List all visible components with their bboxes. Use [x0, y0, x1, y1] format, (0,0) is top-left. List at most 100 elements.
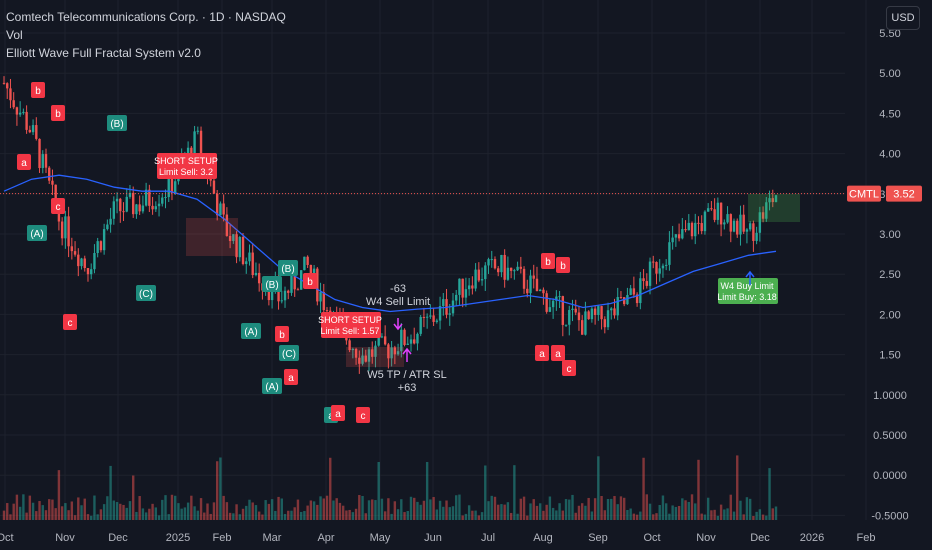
volume-bar	[555, 510, 558, 520]
volume-bar	[629, 508, 632, 520]
volume-bar	[173, 495, 177, 520]
candle-body	[44, 154, 48, 168]
wave-label-text: b	[279, 330, 285, 341]
volume-bar	[371, 499, 374, 520]
annotation-text: +63	[398, 382, 417, 394]
volume-bar	[316, 504, 319, 520]
volume-bar	[451, 506, 455, 520]
volume-bar	[132, 475, 135, 520]
candle-body	[690, 222, 694, 237]
candle-body	[371, 349, 374, 357]
currency-button[interactable]: USD	[886, 6, 920, 30]
candle-body	[752, 223, 755, 241]
candle-body	[629, 288, 632, 295]
volume-bar	[655, 513, 658, 520]
volume-bar	[416, 501, 419, 520]
volume-bar	[729, 494, 732, 520]
volume-bar	[445, 500, 448, 520]
candle-body	[57, 206, 61, 222]
volume-bar	[487, 501, 490, 520]
volume-bar	[177, 503, 180, 520]
candle-body	[106, 224, 109, 230]
volume-bar	[196, 510, 200, 520]
volume-bar	[345, 510, 348, 520]
volume-bar	[96, 514, 99, 520]
volume-bar	[671, 505, 674, 520]
candle-body	[432, 315, 435, 322]
candle-body	[716, 202, 720, 220]
candle-body	[86, 268, 90, 275]
elliott-wave-indicator-label[interactable]: Elliott Wave Full Fractal System v2.0	[6, 46, 201, 60]
volume-bar	[190, 495, 193, 520]
volume-bar	[610, 498, 613, 520]
sell-arrow-icon	[393, 318, 403, 331]
volume-bar	[500, 504, 503, 520]
volume-indicator-label[interactable]: Vol	[6, 28, 23, 42]
time-tick-label: 2025	[166, 532, 190, 544]
candle-body	[83, 258, 86, 269]
volume-bar	[51, 499, 54, 520]
candle-body	[467, 285, 471, 290]
volume-bar	[264, 500, 267, 520]
candle-body	[681, 229, 684, 239]
volume-bar	[694, 503, 697, 520]
candle-body	[529, 275, 532, 294]
symbol-title[interactable]: Comtech Telecommunications Corp. · 1D · …	[6, 10, 286, 24]
candle-body	[122, 211, 125, 213]
volume-bar	[765, 515, 768, 520]
volume-bar	[206, 503, 209, 520]
volume-bar	[203, 512, 206, 520]
symbol-tag-label: CMTL	[849, 189, 879, 201]
wave-label-box	[241, 323, 261, 339]
volume-bar	[493, 496, 497, 520]
candle-body	[132, 192, 135, 215]
candle-body	[377, 337, 380, 346]
candle-body	[745, 229, 749, 232]
candle-body	[719, 202, 723, 225]
candle-body	[603, 319, 607, 328]
candle-body	[215, 193, 219, 216]
volume-bar	[338, 502, 342, 520]
volume-bar	[461, 515, 464, 520]
volume-bar	[164, 495, 167, 520]
volume-bar	[403, 512, 406, 520]
volume-bar	[464, 513, 468, 520]
candle-body	[6, 83, 9, 89]
volume-bar	[41, 505, 44, 520]
time-tick-label: Oct	[643, 532, 660, 544]
candle-body	[519, 266, 523, 269]
volume-bar	[406, 510, 409, 520]
candle-body	[748, 223, 752, 230]
candle-body	[455, 294, 458, 301]
wave-label-text: c	[361, 411, 366, 422]
candle-body	[774, 195, 778, 203]
volume-bar	[296, 499, 300, 520]
volume-bar	[144, 512, 148, 520]
volume-bar	[99, 509, 103, 520]
candle-body	[325, 310, 329, 312]
volume-bar	[60, 506, 64, 520]
wave-label-a: a	[535, 345, 549, 361]
candle-body	[710, 208, 713, 210]
volume-bar	[771, 508, 774, 520]
volume-bar	[616, 504, 619, 520]
candle-body	[148, 189, 151, 206]
candle-body	[610, 308, 613, 311]
volume-bar	[157, 515, 161, 520]
volume-bar	[215, 461, 219, 520]
wave-label-c: c	[51, 198, 65, 214]
setup-callout-line2: Limit Sell: 1.57	[320, 326, 379, 336]
wave-label-b: b	[541, 253, 555, 269]
time-tick-label: Mar	[263, 532, 282, 544]
candle-body	[287, 290, 290, 293]
volume-bar	[358, 495, 361, 520]
candle-body	[429, 315, 432, 317]
candle-body	[739, 214, 742, 235]
volume-bar	[532, 499, 535, 520]
volume-bar	[755, 511, 758, 520]
setup-callout-line2: Limit Buy: 3.18	[717, 292, 777, 302]
volume-bar	[535, 505, 539, 520]
